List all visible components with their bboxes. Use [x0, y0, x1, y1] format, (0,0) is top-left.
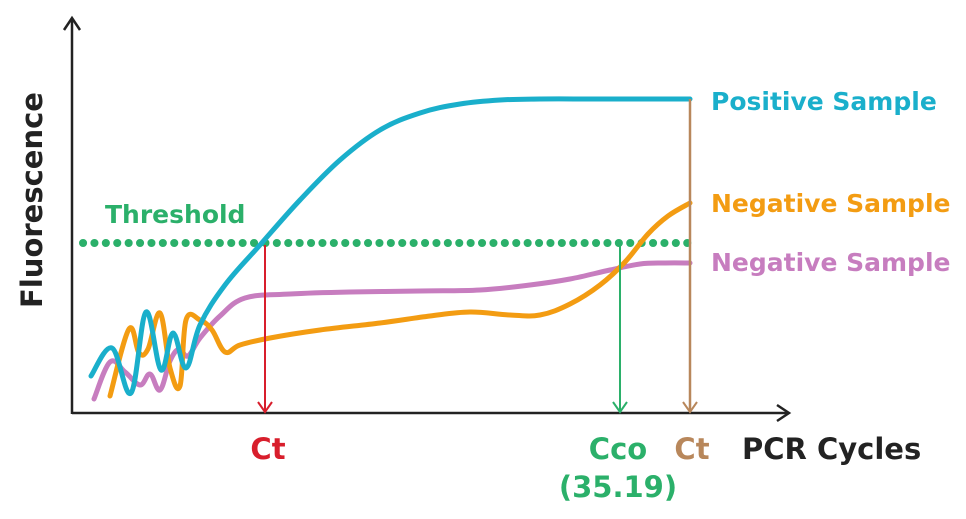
x-axis-arrowhead — [776, 403, 792, 423]
marker-arrow-cco — [612, 401, 628, 414]
marker-label-ct-positive: Ct — [250, 432, 285, 466]
marker-label-ct-end: Ct — [674, 432, 709, 466]
series-line-negative-orange — [107, 200, 693, 399]
marker-sublabel-cco: (35.19) — [559, 470, 677, 504]
marker-label-cco: Cco — [589, 432, 647, 466]
series-line-positive — [88, 96, 693, 396]
y-axis-label: Fluorescence — [15, 92, 49, 308]
marker-arrow-ct-end — [682, 401, 698, 414]
y-axis-arrowhead — [62, 15, 82, 31]
series-line-negative-purple — [91, 260, 693, 402]
series-layer — [88, 96, 693, 402]
x-axis-label: PCR Cycles — [742, 432, 921, 466]
series-label-negative-purple: Negative Sample — [711, 248, 950, 277]
series-label-negative-orange: Negative Sample — [711, 189, 950, 218]
marker-arrow-ct-positive — [257, 401, 273, 414]
marker-layer — [257, 99, 698, 414]
threshold-label: Threshold — [105, 200, 245, 229]
series-label-positive: Positive Sample — [711, 87, 937, 116]
